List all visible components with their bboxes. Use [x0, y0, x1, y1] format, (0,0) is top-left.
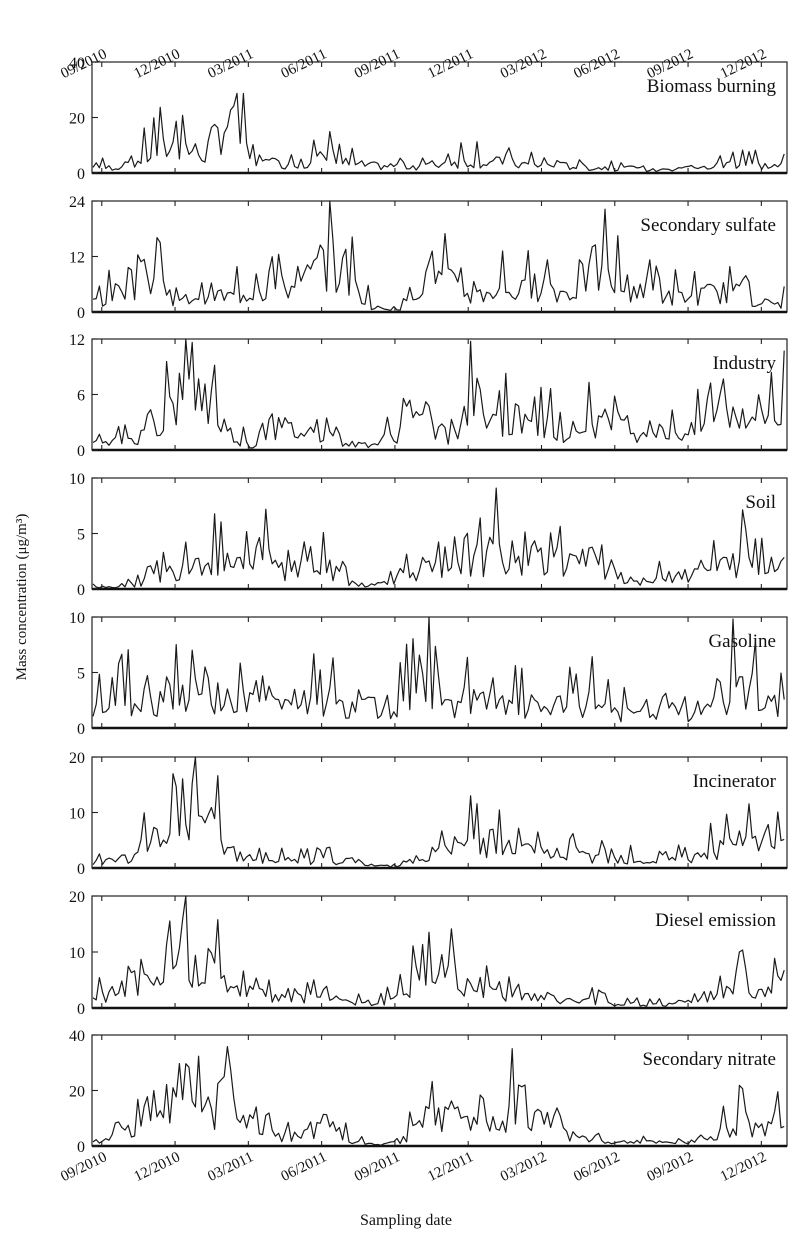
y-tick-label: 5: [77, 666, 85, 683]
bottom-date-label: 12/2010: [132, 1149, 183, 1185]
panel-series-label: Incinerator: [693, 771, 777, 792]
top-date-ticks: 09/2010 12/2010 03/2011 06/2011 09/2011 12/20…: [58, 46, 769, 82]
y-tick-label: 10: [69, 806, 85, 823]
y-tick-label: 20: [69, 111, 85, 128]
top-date-label: 12/2011: [425, 46, 476, 82]
y-tick-label: 0: [77, 1139, 85, 1156]
y-tick-label: 5: [77, 527, 85, 544]
panel-series-label: Diesel emission: [655, 910, 776, 931]
panel-series-label: Soil: [745, 492, 776, 513]
series-line: [92, 338, 785, 449]
y-tick-label: 20: [69, 750, 85, 767]
top-date-label: 03/2011: [205, 46, 256, 82]
x-axis-label: Sampling date: [360, 1212, 452, 1229]
bottom-date-label: 09/2012: [645, 1149, 696, 1185]
series-line: [92, 756, 785, 868]
panel-1: 0 12 24 Secondary sulfate: [69, 194, 788, 322]
top-date-label: 12/2010: [132, 46, 183, 82]
bottom-date-label: 03/2012: [498, 1149, 549, 1185]
panel-series-label: Gasoline: [708, 631, 776, 652]
y-tick-label: 10: [69, 471, 85, 488]
panel-series-label: Secondary sulfate: [640, 215, 776, 236]
bottom-date-label: 06/2011: [279, 1149, 330, 1185]
panel-series-label: Secondary nitrate: [643, 1049, 776, 1070]
y-tick-label: 40: [69, 1028, 85, 1045]
bottom-date-label: 12/2012: [718, 1149, 769, 1185]
series-line: [92, 487, 785, 589]
bottom-date-label: 12/2011: [425, 1149, 476, 1185]
top-date-label: 09/2010: [58, 46, 109, 82]
panels-group: 0 20 40 Biomass burning 0 12 24 Secondary sulfa…: [69, 55, 788, 1156]
y-tick-label: 0: [77, 861, 85, 878]
y-tick-label: 10: [69, 610, 85, 627]
top-date-label: 09/2011: [352, 46, 403, 82]
panel-4: 0 5 10 Gasoline: [69, 610, 788, 738]
bottom-date-label: 09/2011: [352, 1149, 403, 1185]
panel-series-label: Biomass burning: [647, 76, 777, 97]
y-tick-label: 12: [69, 250, 85, 267]
y-tick-label: 0: [77, 305, 85, 322]
bottom-date-label: 06/2012: [571, 1149, 622, 1185]
bottom-date-label: 03/2011: [205, 1149, 256, 1185]
panel-3: 0 5 10 Soil: [69, 471, 788, 599]
panel-7: 0 20 40 Secondary nitrate: [69, 1028, 788, 1156]
series-line: [92, 1045, 785, 1146]
panel-0: 0 20 40 Biomass burning: [69, 55, 788, 183]
panel-frame: [91, 616, 788, 729]
y-tick-label: 20: [69, 889, 85, 906]
bottom-date-ticks: 09/2010 12/2010 03/2011 06/2011 09/2011 12/20…: [58, 1149, 769, 1185]
y-tick-label: 6: [77, 388, 85, 405]
y-tick-label: 0: [77, 443, 85, 460]
series-line: [92, 92, 785, 173]
series-line: [92, 616, 785, 723]
top-date-label: 03/2012: [498, 46, 549, 82]
y-tick-label: 0: [77, 582, 85, 599]
y-tick-label: 40: [69, 55, 85, 72]
panel-frame: [91, 338, 788, 451]
y-axis-label: Mass concentration (μg/m³): [14, 514, 30, 681]
top-date-label: 06/2011: [279, 46, 330, 82]
y-tick-label: 24: [69, 194, 85, 211]
panel-2: 0 6 12 Industry: [69, 332, 788, 460]
y-tick-label: 12: [69, 332, 85, 349]
y-tick-label: 0: [77, 721, 85, 738]
panel-6: 0 10 20 Diesel emission: [69, 889, 788, 1018]
top-date-label: 06/2012: [571, 46, 622, 82]
y-tick-label: 20: [69, 1084, 85, 1101]
panel-frame: [91, 477, 788, 590]
panel-series-label: Industry: [713, 353, 777, 374]
y-tick-label: 10: [69, 945, 85, 962]
y-tick-label: 0: [77, 1001, 85, 1018]
series-line: [92, 895, 785, 1007]
series-line: [92, 200, 785, 311]
y-tick-label: 0: [77, 166, 85, 183]
panel-5: 0 10 20 Incinerator: [69, 750, 788, 878]
